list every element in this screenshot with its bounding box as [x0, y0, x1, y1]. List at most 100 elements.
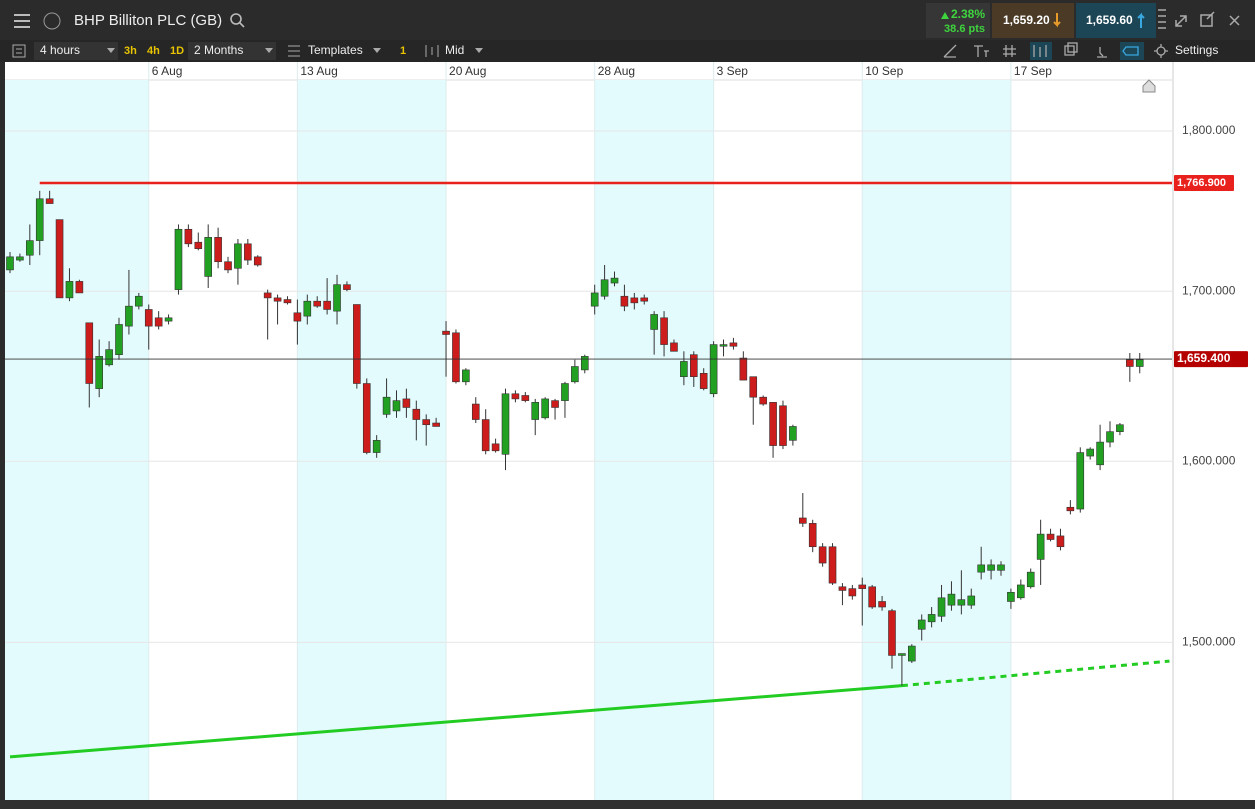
candle-body	[234, 243, 242, 269]
buy-price: 1,659.60	[1086, 13, 1133, 27]
candle-body	[719, 344, 728, 347]
candle-body	[353, 304, 361, 384]
dropdown-caret	[107, 48, 115, 53]
list-icon[interactable]	[12, 44, 26, 58]
price-type-icon	[425, 45, 439, 57]
candle-body	[16, 256, 24, 261]
price-label: 1,766.900	[1177, 177, 1226, 189]
candle-body	[1046, 533, 1055, 540]
candle-body	[551, 400, 559, 408]
x-tick-label: 3 Sep	[717, 64, 749, 78]
candle-body	[26, 240, 34, 256]
candle-body	[125, 305, 133, 327]
change-pct: 2.38%	[951, 7, 985, 21]
search-icon[interactable]	[230, 13, 245, 28]
candle-body	[699, 373, 708, 389]
candle-body	[244, 243, 252, 261]
candle-body	[630, 297, 639, 304]
candle-body	[313, 300, 322, 307]
templates[interactable]: Templates	[308, 43, 363, 57]
sell-arrow	[1053, 13, 1061, 28]
candle-body	[888, 610, 896, 656]
candle-body	[362, 383, 371, 453]
info-icon[interactable]	[43, 12, 61, 30]
y-tick-label: 1,500.000	[1182, 634, 1236, 648]
x-tick-label: 20 Aug	[449, 64, 486, 78]
candle-body	[818, 546, 827, 564]
buy-button[interactable]	[1076, 3, 1156, 38]
quick-interval[interactable]: 4h	[147, 45, 160, 57]
y-tick-label: 1,800.000	[1182, 123, 1236, 137]
candle-body	[670, 342, 678, 352]
interval-select[interactable]	[34, 42, 118, 60]
candle-body	[174, 228, 183, 290]
candle-body	[392, 400, 401, 412]
x-tick-label: 17 Sep	[1014, 64, 1052, 78]
candle-body	[808, 523, 817, 548]
sell-button[interactable]	[992, 3, 1074, 38]
candle-body	[798, 517, 807, 524]
candle-body	[1026, 571, 1035, 588]
candle-body	[1106, 431, 1114, 443]
window-icons[interactable]	[1158, 9, 1240, 29]
candle-body	[372, 440, 381, 453]
dropdown-caret	[265, 48, 273, 53]
candle-body	[75, 281, 84, 294]
candle-body	[610, 277, 619, 284]
candle-body	[759, 396, 767, 405]
candle-body	[45, 198, 54, 204]
trendline	[901, 659, 1170, 688]
session-band	[5, 80, 149, 800]
candle-body	[422, 419, 431, 426]
candle-body	[689, 354, 698, 378]
candle-body	[164, 317, 173, 322]
trendline	[9, 684, 903, 759]
range-select[interactable]	[188, 42, 276, 60]
dropdown-caret	[475, 48, 483, 53]
candle-body	[442, 330, 450, 335]
candle-body	[253, 256, 262, 266]
candle-body	[590, 292, 599, 307]
candle-body	[65, 281, 74, 299]
session-band	[297, 80, 447, 800]
candle-body	[432, 422, 440, 427]
candle-body	[571, 366, 579, 383]
templates-icon	[288, 45, 300, 57]
sell-price: 1,659.20	[1003, 13, 1050, 27]
menu-icon[interactable]	[14, 14, 30, 28]
candle-body	[898, 653, 906, 656]
candle-body	[382, 396, 391, 415]
candle-body	[561, 383, 569, 401]
candle-body	[105, 349, 113, 366]
candle-body	[769, 402, 777, 446]
candle-body	[204, 237, 212, 277]
candle-body	[323, 300, 331, 310]
candle-body	[739, 357, 748, 381]
candle-body	[927, 614, 936, 623]
toolbar	[0, 40, 1255, 62]
candle-body	[412, 408, 421, 420]
candle-body	[521, 395, 530, 401]
quick-interval[interactable]: 1D	[170, 45, 184, 57]
candle-body	[115, 324, 123, 355]
price-type[interactable]: Mid	[445, 43, 464, 57]
candle-body	[402, 398, 411, 408]
settings[interactable]: Settings	[1175, 43, 1218, 57]
price-label-box	[1174, 351, 1248, 368]
scroll-top-icon[interactable]	[1142, 79, 1156, 93]
interval: 4 hours	[40, 43, 80, 57]
candle-body	[987, 564, 995, 571]
drawing-tools[interactable]	[943, 42, 1168, 60]
candle-body	[95, 356, 103, 389]
candle-body	[1076, 452, 1085, 510]
candle-body	[283, 299, 292, 304]
candle-body	[1096, 441, 1104, 466]
price-label: 1,659.400	[1177, 351, 1231, 365]
range: 2 Months	[194, 43, 243, 57]
candle-body	[303, 300, 312, 317]
quick-interval[interactable]: 3h	[124, 45, 137, 57]
candle-body	[343, 284, 351, 290]
candle-body	[1066, 506, 1075, 512]
time-axis	[0, 62, 1255, 80]
